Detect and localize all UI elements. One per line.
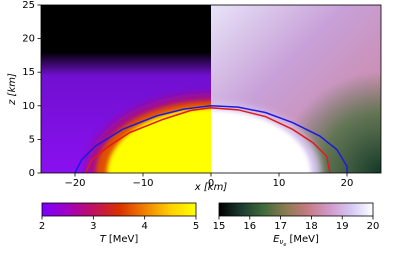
- x-tick-label: 10: [273, 178, 286, 189]
- colorbar-label: T [MeV]: [100, 234, 139, 245]
- energy-map: [211, 5, 381, 173]
- colorbar-label-part: [MeV]: [109, 234, 139, 245]
- colorbar-label-part: ν: [279, 238, 283, 246]
- colorbar-tick-label: 15: [213, 221, 226, 232]
- y-tick-label: 15: [22, 67, 35, 78]
- colorbar-label-part: E: [273, 234, 280, 245]
- y-tick-label: 5: [29, 134, 35, 145]
- y-axis-label: z [km]: [7, 73, 18, 106]
- colorbar-tick-label: 18: [305, 221, 318, 232]
- colorbar-tick-label: 2: [39, 221, 45, 232]
- y-tick-label: 20: [22, 34, 35, 45]
- x-tick-label: −20: [64, 178, 85, 189]
- x-tick-label: −10: [132, 178, 153, 189]
- colorbar-label-part: T: [100, 234, 107, 245]
- colorbar: [218, 202, 374, 217]
- colorbar-label: Eνe [MeV]: [273, 234, 319, 248]
- colorbar-label-part: e: [283, 242, 286, 248]
- contour-line: [74, 105, 348, 173]
- colorbar-tick-label: 3: [90, 221, 96, 232]
- colorbar-tick-label: 5: [193, 221, 199, 232]
- colorbar-tick-label: 4: [141, 221, 147, 232]
- colorbar-tick-label: 20: [367, 221, 380, 232]
- colorbar-tick-label: 16: [243, 221, 256, 232]
- x-tick-label: 20: [341, 178, 354, 189]
- contour-line: [84, 107, 331, 173]
- y-tick-label: 25: [22, 0, 35, 11]
- colorbar-tick-label: 19: [336, 221, 349, 232]
- x-axis-label: x [km]: [194, 182, 228, 193]
- colorbar-tick-label: 17: [274, 221, 287, 232]
- colorbar-label-part: [MeV]: [289, 234, 319, 245]
- temperature-map: [41, 5, 211, 173]
- y-tick-label: 0: [29, 168, 35, 179]
- y-tick-label: 10: [22, 101, 35, 112]
- x-tick-label: 0: [208, 178, 214, 189]
- colorbar: [41, 202, 197, 217]
